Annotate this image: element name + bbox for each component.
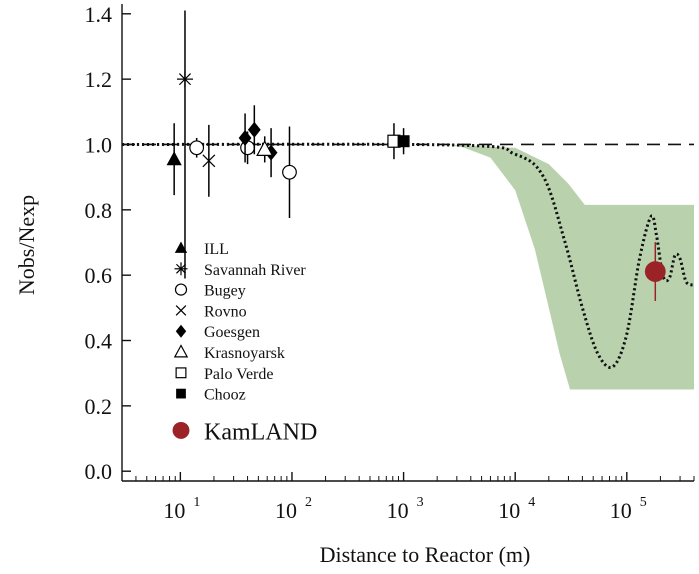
- point-goesgen: [247, 121, 261, 138]
- legend-marker-kamland: [172, 421, 190, 439]
- legend-marker-chooz: [176, 388, 186, 399]
- point-ill: [166, 151, 182, 166]
- legend-label-bugey: Bugey: [204, 283, 246, 300]
- legend-marker-savannah-river: [174, 262, 188, 276]
- axes: 0.0 0.2 0.4 0.6 0.8 1.0 1.2 1.4 10 1 10 2 10 3 10 4 10 5: [85, 2, 695, 523]
- x-tick-label: 10: [387, 498, 409, 523]
- oscillation-curve-line: [121, 142, 695, 369]
- legend: ILL Savannah River Bugey Rovno Goesgen Krasno…: [172, 241, 317, 445]
- x-tick-exponent: 3: [417, 495, 424, 510]
- x-tick-exponent: 2: [305, 495, 312, 510]
- point-kamland: [644, 261, 666, 282]
- legend-marker-bugey: [174, 283, 188, 296]
- point-bugey: [282, 164, 297, 180]
- x-tick-exponent: 4: [528, 495, 535, 510]
- x-tick-exponent: 1: [193, 495, 200, 510]
- y-tick-label: 1.0: [85, 132, 113, 157]
- point-rovno-stroke: [202, 154, 216, 168]
- y-tick-label: 1.4: [85, 2, 113, 27]
- legend-marker-ill: [174, 241, 188, 253]
- x-tick-exponent: 5: [640, 495, 647, 510]
- legend-marker-krasnoyarsk: [173, 344, 189, 358]
- x-tick-label: 10: [163, 498, 185, 523]
- legend-marker-rovno: [175, 305, 187, 316]
- legend-label-chooz: Chooz: [204, 387, 246, 404]
- legend-label-krasnoyarsk: Krasnoyarsk: [204, 345, 285, 362]
- data-points: [166, 10, 666, 301]
- legend-marker-rovno-stroke: [175, 305, 187, 316]
- x-tick-label: 10: [498, 498, 520, 523]
- legend-label-rovno: Rovno: [204, 303, 247, 320]
- point-krasnoyarsk: [256, 140, 274, 156]
- legend-label-savannah-river: Savannah River: [204, 262, 306, 279]
- y-tick-label: 1.2: [85, 67, 113, 92]
- point-chooz: [397, 135, 410, 148]
- point-rovno: [202, 154, 216, 168]
- x-tick-label: 10: [275, 498, 297, 523]
- x-tick-label: 10: [610, 498, 632, 523]
- x-axis-label: Distance to Reactor (m): [320, 542, 531, 567]
- legend-label-goesgen: Goesgen: [204, 324, 260, 341]
- legend-label-palo-verde: Palo Verde: [204, 366, 273, 383]
- legend-label-kamland: KamLAND: [204, 419, 317, 445]
- legend-label-ill: ILL: [204, 241, 229, 258]
- legend-marker-goesgen: [175, 324, 187, 338]
- legend-marker-palo-verde: [175, 367, 187, 379]
- point-bugey: [189, 140, 205, 156]
- y-tick-label: 0.4: [85, 329, 113, 354]
- y-tick-label: 0.8: [85, 198, 113, 223]
- y-tick-label: 0.0: [85, 459, 113, 484]
- y-tick-label: 0.2: [85, 394, 113, 419]
- oscillation-curve: [121, 142, 695, 369]
- y-axis-label: Nobs/Nexp: [14, 195, 39, 295]
- point-goesgen: [238, 129, 252, 146]
- y-tick-label: 0.6: [85, 263, 113, 288]
